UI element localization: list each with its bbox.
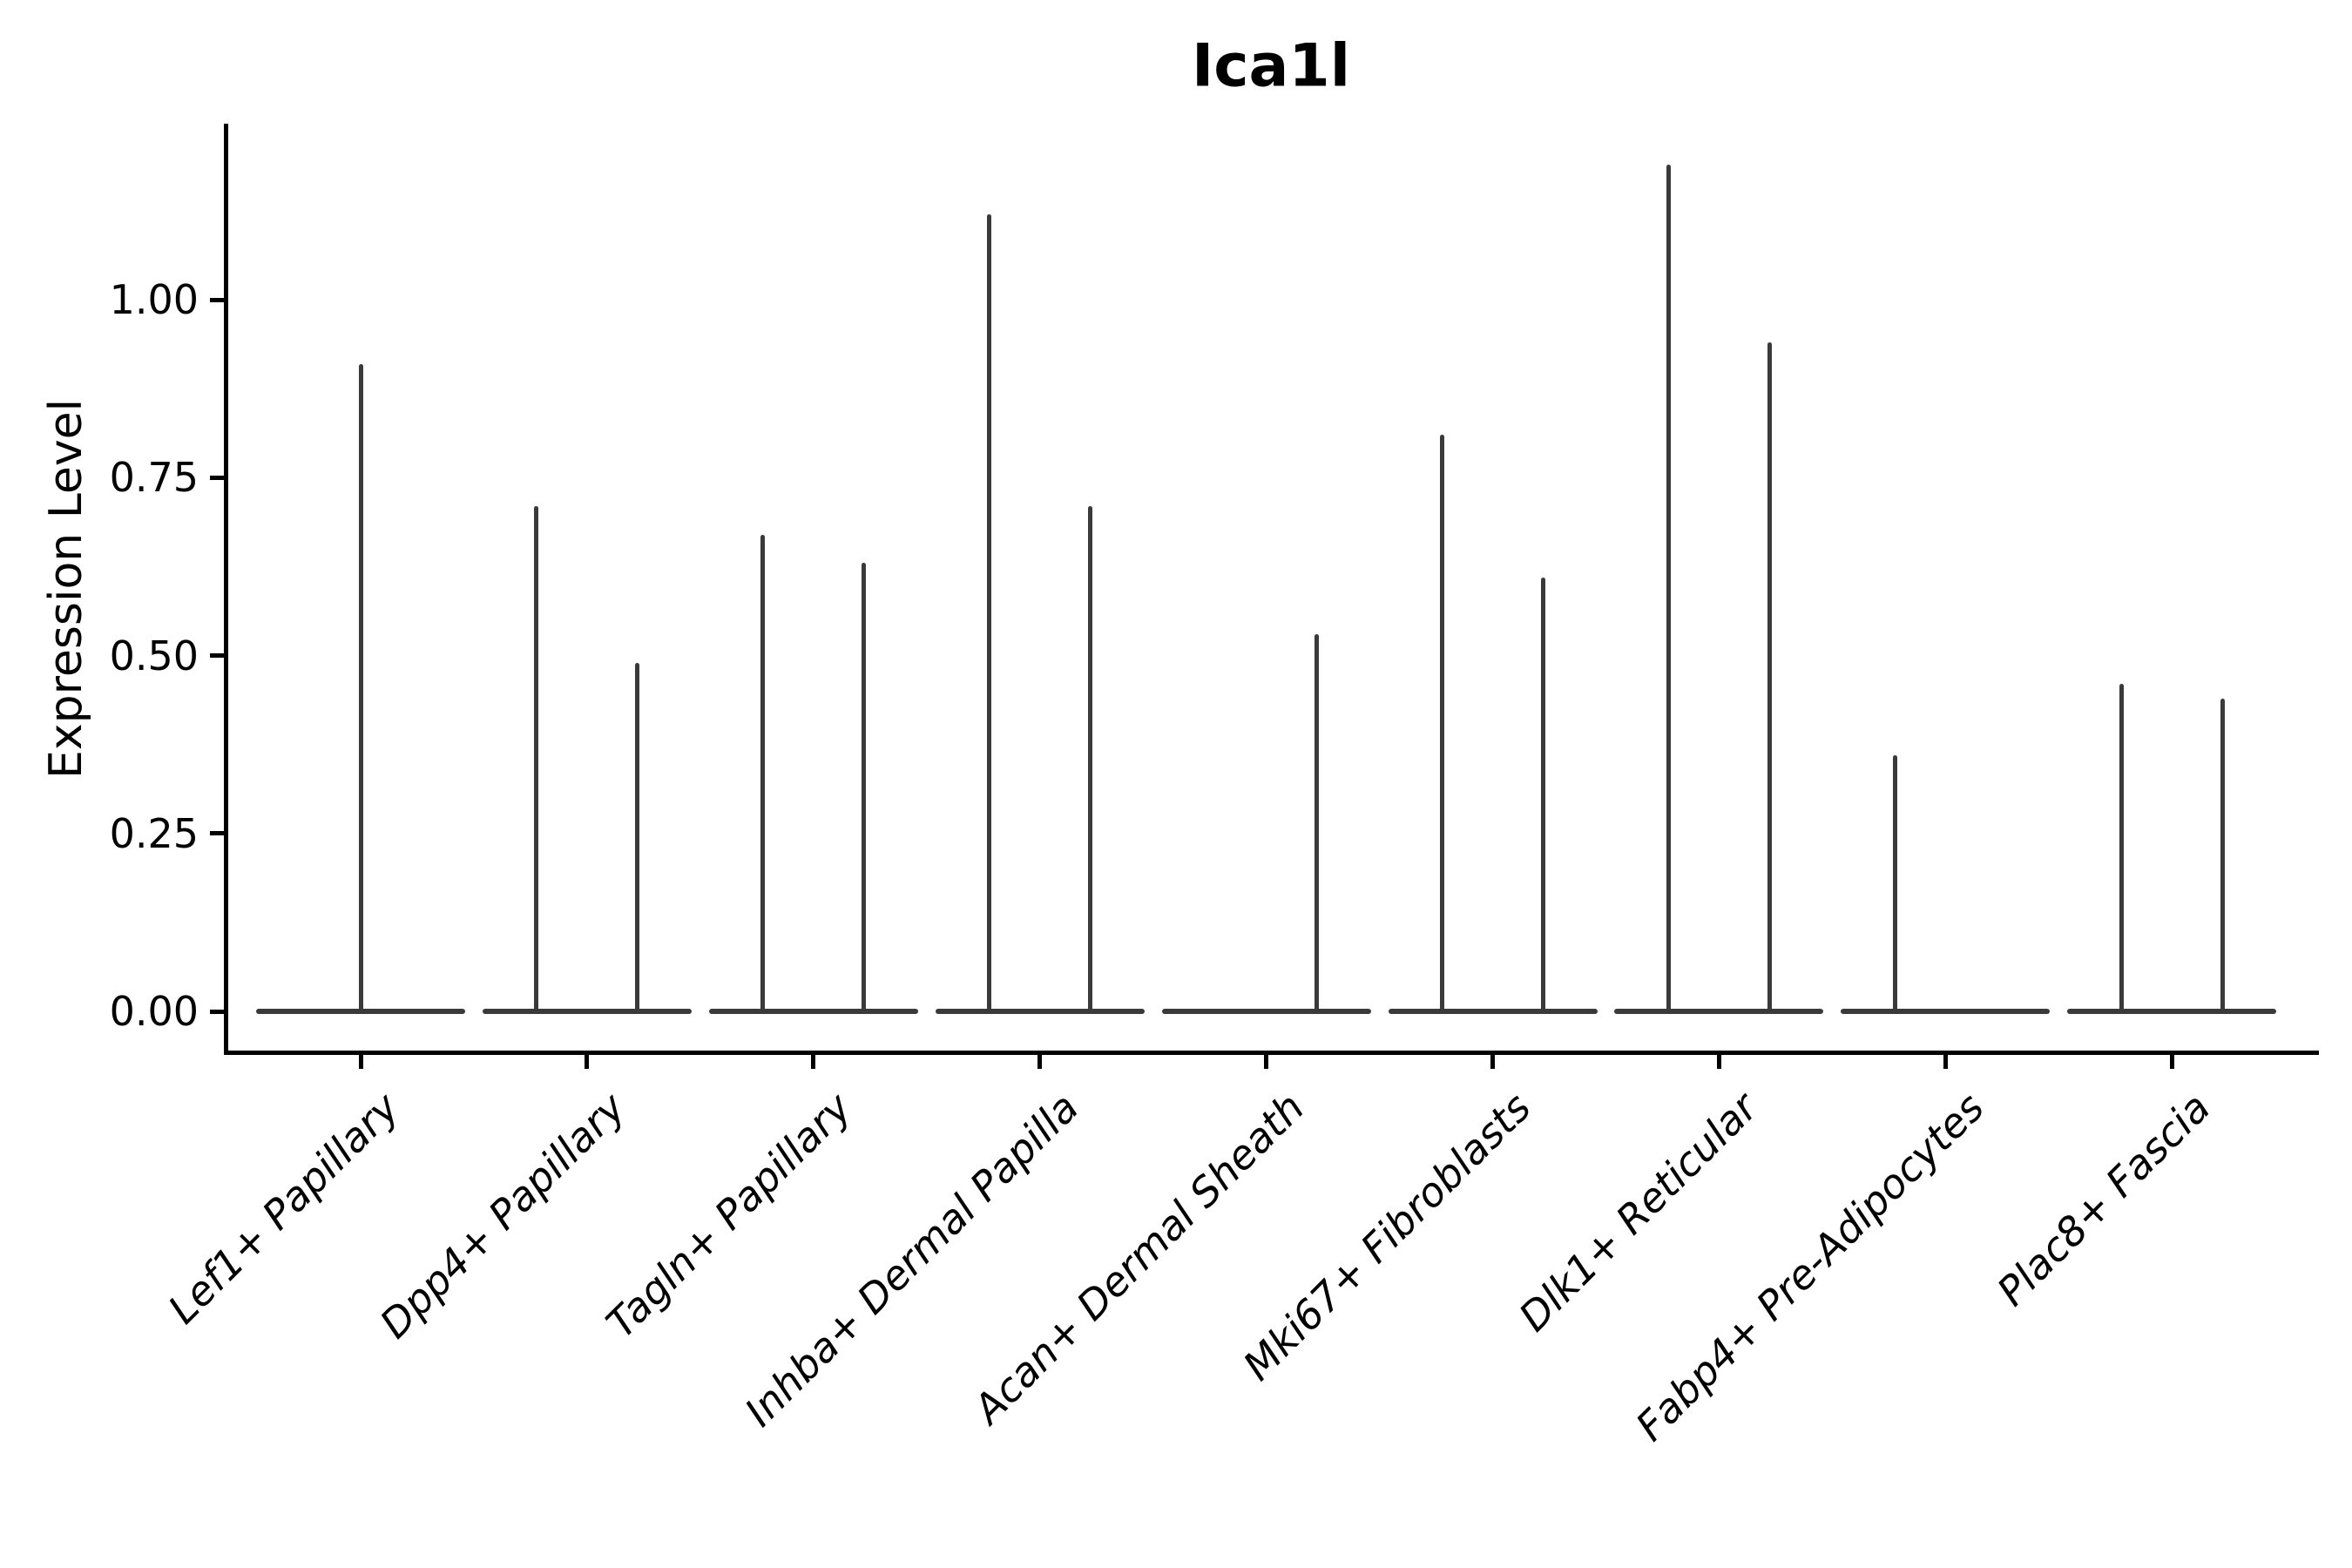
violin-spike	[1541, 577, 1545, 1014]
violin-baseline	[708, 1009, 918, 1014]
x-category-label: Tagln+ Papillary	[597, 1084, 861, 1348]
x-category-label: Dlk1+ Reticular	[1509, 1084, 1767, 1341]
violin-spike	[1315, 633, 1320, 1014]
violin-baseline	[1841, 1009, 2051, 1014]
y-axis-title: Expression Level	[40, 398, 92, 780]
x-tick	[1716, 1055, 1721, 1069]
y-tick	[210, 475, 224, 480]
violin-spike	[1892, 754, 1897, 1014]
x-tick	[585, 1055, 590, 1069]
x-tick	[2169, 1055, 2174, 1069]
violin-spike	[2220, 698, 2225, 1014]
violin-spike	[2119, 684, 2124, 1014]
violin-baseline	[482, 1009, 692, 1014]
violin-baseline	[1388, 1009, 1598, 1014]
violin-baseline	[935, 1009, 1145, 1014]
y-tick	[210, 1009, 224, 1014]
y-tick-label: 0.00	[109, 988, 199, 1035]
x-tick	[358, 1055, 363, 1069]
violin-spike	[1666, 164, 1671, 1014]
violin-baseline	[2067, 1009, 2277, 1014]
x-tick	[1264, 1055, 1269, 1069]
x-category-label: Lef1+ Papillary	[159, 1084, 409, 1333]
y-tick	[210, 297, 224, 302]
violin-spike	[987, 213, 992, 1014]
x-category-label: Dpp4+ Papillary	[370, 1084, 635, 1348]
y-tick-label: 0.25	[109, 809, 199, 857]
x-tick	[1037, 1055, 1043, 1069]
violin-spike	[1440, 435, 1444, 1014]
violin-spike	[358, 363, 363, 1014]
y-tick-label: 1.00	[109, 276, 199, 323]
plot-title: Ica1l	[1191, 31, 1351, 101]
y-axis-spine	[224, 124, 228, 1055]
x-axis-spine	[224, 1051, 2319, 1055]
y-tick	[210, 653, 224, 658]
violin-spike	[760, 534, 766, 1014]
violin-baseline	[1161, 1009, 1371, 1014]
x-tick	[1490, 1055, 1495, 1069]
violin-spike	[1088, 505, 1093, 1014]
y-tick	[210, 831, 224, 836]
violin-spike	[862, 563, 867, 1014]
x-category-label: Plac8+ Fascia	[1988, 1084, 2220, 1315]
violin-spike	[1767, 342, 1772, 1014]
violin-spike	[635, 662, 640, 1014]
x-tick	[811, 1055, 816, 1069]
y-tick-label: 0.50	[109, 632, 199, 679]
y-tick-label: 0.75	[109, 454, 199, 502]
x-tick	[1943, 1055, 1948, 1069]
violin-baseline	[1614, 1009, 1824, 1014]
violin-spike	[534, 505, 539, 1014]
